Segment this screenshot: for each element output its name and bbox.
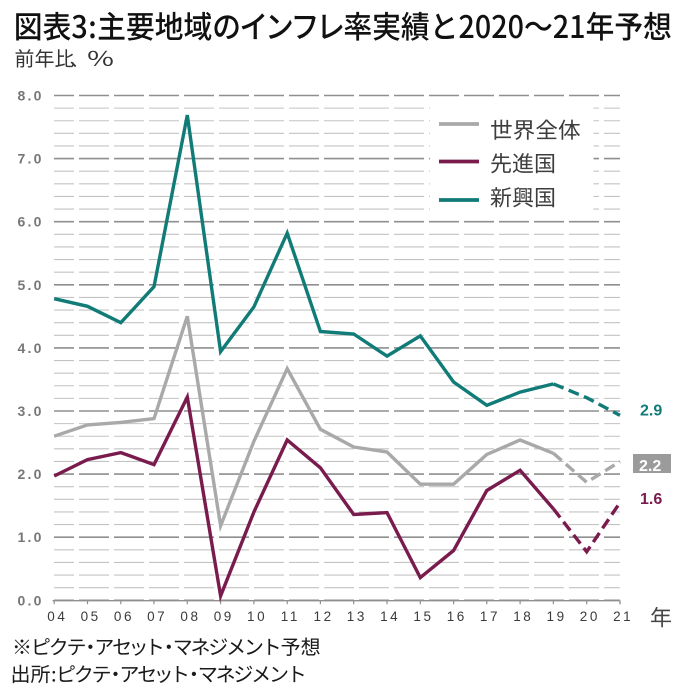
svg-text:08: 08 — [180, 609, 200, 624]
svg-text:05: 05 — [81, 609, 101, 624]
svg-text:1.0: 1.0 — [18, 529, 44, 545]
svg-text:3.0: 3.0 — [18, 403, 44, 419]
svg-text:12: 12 — [313, 609, 333, 624]
svg-text:09: 09 — [214, 609, 234, 624]
svg-text:8.0: 8.0 — [18, 88, 44, 104]
svg-text:18: 18 — [513, 609, 533, 624]
svg-text:6.0: 6.0 — [18, 214, 44, 230]
svg-text:04: 04 — [47, 609, 67, 624]
svg-text:2.9: 2.9 — [640, 403, 662, 420]
svg-text:11: 11 — [281, 609, 300, 624]
svg-text:13: 13 — [347, 609, 367, 624]
svg-text:2.0: 2.0 — [18, 466, 44, 482]
svg-text:1.6: 1.6 — [640, 491, 662, 508]
svg-text:7.0: 7.0 — [18, 151, 44, 167]
svg-text:4.0: 4.0 — [18, 340, 44, 356]
svg-text:14: 14 — [380, 609, 400, 624]
svg-text:0.0: 0.0 — [18, 592, 44, 608]
svg-text:15: 15 — [413, 609, 433, 624]
svg-text:5.0: 5.0 — [18, 277, 44, 293]
svg-text:16: 16 — [447, 609, 467, 624]
svg-text:19: 19 — [546, 609, 566, 624]
svg-text:07: 07 — [147, 609, 167, 624]
svg-text:17: 17 — [480, 609, 500, 624]
svg-text:21: 21 — [613, 609, 633, 624]
svg-text:2.2: 2.2 — [639, 458, 661, 475]
svg-text:06: 06 — [114, 609, 134, 624]
svg-text:10: 10 — [247, 609, 267, 624]
svg-text:20: 20 — [580, 609, 600, 624]
